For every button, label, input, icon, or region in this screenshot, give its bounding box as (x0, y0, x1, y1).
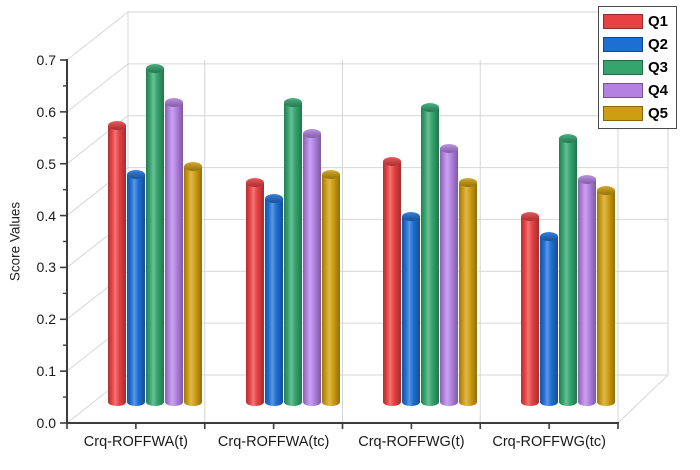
bar-cap-q3-cat2 (283, 97, 302, 107)
bar-q4-cat2 (302, 132, 321, 406)
bar-cap-q1-cat4 (521, 211, 540, 221)
bar-cap-q4-cat3 (440, 144, 459, 154)
y-tick-label: 0.3 (36, 259, 56, 276)
bar-cap-q5-cat4 (597, 185, 616, 195)
y-tick-label: 0.7 (36, 52, 56, 68)
bar-q1-cat2 (245, 182, 264, 406)
bar-q2-cat2 (264, 197, 283, 406)
legend-swatch-q5 (603, 106, 643, 121)
bar-q2-cat3 (402, 215, 421, 406)
legend-item-q5: Q5 (603, 102, 676, 125)
legend-item-q3: Q3 (603, 56, 676, 79)
legend-label-q3: Q3 (648, 59, 669, 76)
y-tick-label: 0.2 (36, 311, 56, 328)
bar-cap-q2-cat2 (264, 193, 283, 203)
bar-cap-q4-cat2 (302, 128, 321, 138)
bar-q2-cat1 (126, 174, 145, 406)
bar-q3-cat3 (421, 106, 440, 406)
bar-cap-q5-cat3 (459, 178, 478, 187)
legend-label-q4: Q4 (648, 82, 669, 99)
bar-q2-cat4 (540, 236, 559, 406)
legend-label-q1: Q1 (648, 13, 669, 30)
y-tick-label: 0.4 (36, 207, 56, 224)
bar-q3-cat4 (559, 137, 578, 406)
legend-label-q5: Q5 (648, 105, 669, 122)
legend-item-q1: Q1 (603, 10, 676, 33)
y-axis-title: Score Values (7, 201, 23, 282)
y-tick-label: 0.6 (36, 103, 56, 120)
bar-cap-q5-cat1 (183, 162, 202, 172)
bar-cap-q4-cat1 (164, 97, 183, 107)
legend-swatch-q3 (603, 60, 643, 75)
bar-cap-q1-cat3 (383, 157, 402, 167)
x-category-label: Crq-ROFFWA(tc) (217, 434, 330, 450)
bar-q1-cat3 (383, 161, 402, 406)
bar-cap-q4-cat4 (578, 175, 597, 185)
bar-q5-cat4 (597, 189, 616, 406)
legend-swatch-q4 (603, 83, 643, 98)
bar-q3-cat2 (283, 101, 302, 406)
bar-q4-cat1 (164, 101, 183, 406)
bar-cap-q3-cat3 (421, 102, 440, 112)
gridline-depth-diagonal (66, 11, 129, 61)
y-tick-label: 0.5 (36, 155, 56, 172)
bar-cap-q3-cat1 (145, 63, 164, 73)
x-category-label: Crq-ROFFWG(t) (358, 434, 465, 450)
floor-right-diagonal (617, 374, 669, 424)
bar-q4-cat3 (440, 148, 459, 406)
bar-cap-q5-cat2 (321, 170, 340, 180)
y-tick-label: 0.1 (36, 363, 56, 380)
legend: Q1 Q2 Q3 Q4 Q5 (598, 6, 677, 129)
legend-item-q2: Q2 (603, 33, 676, 56)
bar-q3-cat1 (145, 67, 164, 406)
bar-cap-q2-cat4 (540, 232, 559, 242)
bar-cap-q2-cat3 (402, 211, 421, 221)
legend-item-q4: Q4 (603, 79, 676, 102)
x-category-label: Crq-ROFFWG(tc) (492, 434, 606, 450)
legend-swatch-q1 (603, 14, 643, 29)
bar-q1-cat4 (521, 215, 540, 406)
bar-cap-q3-cat4 (559, 133, 578, 143)
bar-q5-cat3 (459, 182, 478, 406)
bar-q5-cat1 (183, 166, 202, 406)
legend-swatch-q2 (603, 37, 643, 52)
bar-q4-cat4 (578, 179, 597, 406)
bar-q1-cat1 (107, 124, 126, 406)
bar-q5-cat2 (321, 174, 340, 406)
bar-cap-q1-cat2 (245, 178, 264, 187)
bar-cap-q2-cat1 (126, 170, 145, 180)
y-tick-label: 0.0 (36, 415, 56, 431)
bar-cap-q1-cat1 (107, 120, 126, 130)
x-category-label: Crq-ROFFWA(t) (83, 434, 188, 450)
legend-label-q2: Q2 (648, 36, 669, 53)
gridline-depth-diagonal (66, 63, 129, 113)
